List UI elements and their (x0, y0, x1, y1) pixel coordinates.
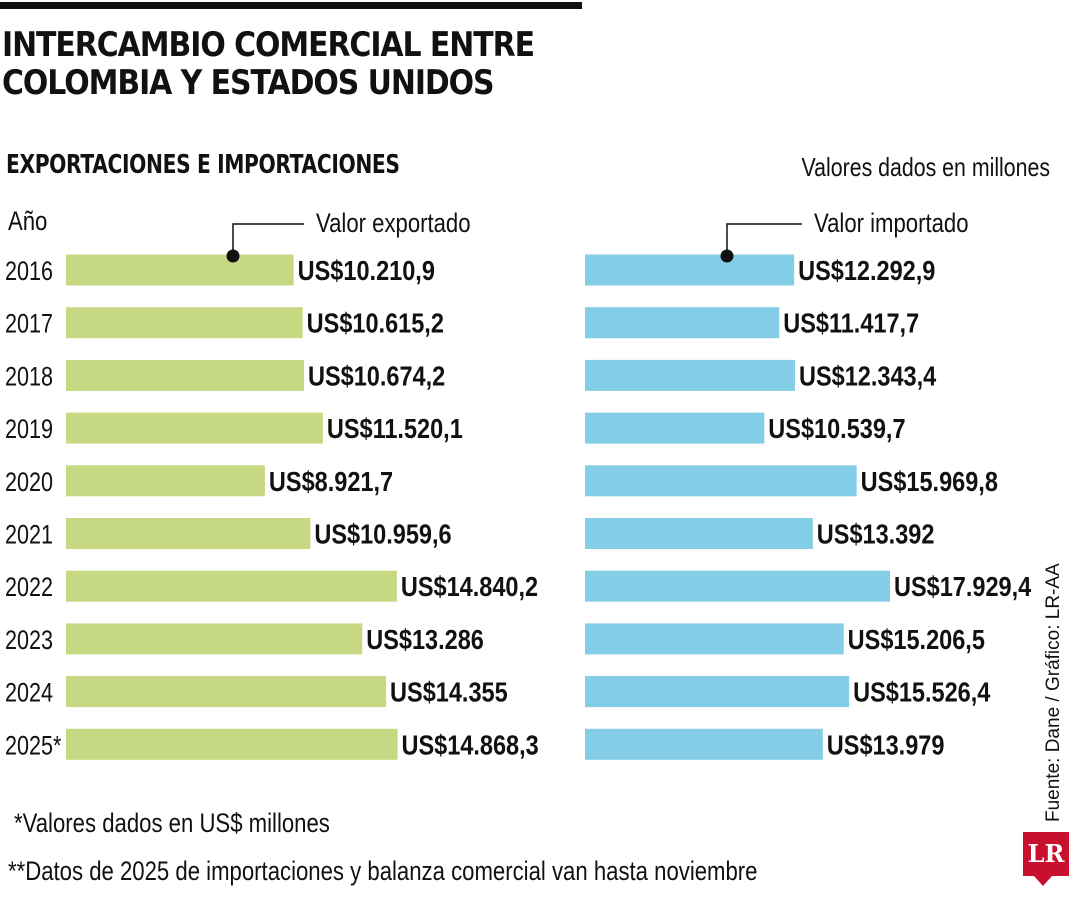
import-bar (585, 307, 780, 339)
year-label: 2024 (5, 678, 53, 708)
export-data-label: US$14.840,2 (401, 572, 538, 602)
import-bar (585, 518, 813, 549)
export-data-label: US$10.959,6 (314, 520, 451, 550)
units-note: Valores dados en millones (801, 152, 1050, 182)
footnote-2: **Datos de 2025 de importaciones y balan… (8, 856, 758, 886)
year-label: 2019 (5, 415, 53, 445)
year-label: 2017 (5, 310, 53, 340)
export-data-label: US$14.868,3 (401, 730, 538, 760)
export-data-label: US$14.355 (390, 678, 508, 708)
export-bar (66, 412, 323, 444)
import-data-label: US$12.343,4 (799, 362, 937, 392)
import-bar (585, 465, 857, 497)
export-data-label: US$13.286 (366, 625, 484, 655)
import-data-label: US$10.539,7 (768, 414, 905, 444)
legend-leader-line (232, 223, 304, 256)
series-name-imports: Valor importado (814, 209, 969, 239)
legend-leader-line (726, 223, 802, 256)
chart-subtitle: EXPORTACIONES E IMPORTACIONES (6, 150, 400, 180)
year-label: 2025* (5, 731, 62, 761)
year-label: 2021 (5, 520, 53, 550)
export-bar (66, 623, 363, 655)
export-bar (66, 254, 294, 286)
year-label: 2023 (5, 626, 53, 656)
export-bar (66, 359, 304, 391)
export-bar (66, 676, 387, 708)
legend-leader-dot (720, 249, 734, 263)
series-name-exports: Valor exportado (316, 209, 471, 239)
import-data-label: US$13.392 (817, 520, 935, 550)
import-data-label: US$11.417,7 (783, 309, 919, 339)
year-label: 2020 (5, 468, 53, 498)
import-bar (585, 728, 823, 760)
import-data-label: US$17.929,4 (894, 572, 1032, 602)
import-bar (585, 676, 850, 708)
export-data-label: US$10.615,2 (307, 309, 444, 339)
export-bar (66, 518, 311, 549)
lr-logo-tail (1034, 876, 1052, 886)
lr-logo: LR (1023, 832, 1069, 876)
source-credit: Fuente: Dane / Gráfico: LR-AA (1043, 563, 1064, 822)
footnote-1: *Valores dados en US$ millones (14, 808, 330, 838)
export-data-label: US$8.921,7 (269, 467, 393, 497)
bar-chart: Año 2016 2017 2018 2019 2020 2021 2022 2023 2024 2… (5, 207, 1032, 761)
import-bar (585, 570, 890, 602)
export-data-label: US$10.210,9 (298, 256, 435, 286)
year-header: Año (8, 207, 47, 237)
import-bar (585, 412, 765, 444)
export-bar (66, 570, 397, 602)
import-data-label: US$15.969,8 (861, 467, 998, 497)
export-bar (66, 465, 265, 497)
import-data-label: US$15.526,4 (853, 678, 991, 708)
import-bar (585, 254, 795, 286)
legend-leader-dot (226, 249, 240, 263)
export-data-label: US$10.674,2 (308, 362, 445, 392)
title-line-1: INTERCAMBIO COMERCIAL ENTRE (2, 25, 535, 65)
import-bar (585, 623, 844, 655)
year-label: 2018 (5, 362, 53, 392)
export-data-label: US$11.520,1 (327, 414, 463, 444)
page-title: INTERCAMBIO COMERCIAL ENTRE COLOMBIA Y E… (2, 26, 565, 102)
import-bar (585, 359, 795, 391)
title-line-2: COLOMBIA Y ESTADOS UNIDOS (2, 63, 495, 103)
year-label: 2016 (5, 257, 53, 287)
import-data-label: US$12.292,9 (798, 256, 935, 286)
top-rule (0, 2, 582, 9)
year-label: 2022 (5, 573, 53, 603)
export-bar (66, 728, 398, 760)
import-data-label: US$13.979 (827, 730, 945, 760)
export-bar (66, 307, 303, 339)
import-data-label: US$15.206,5 (848, 625, 985, 655)
